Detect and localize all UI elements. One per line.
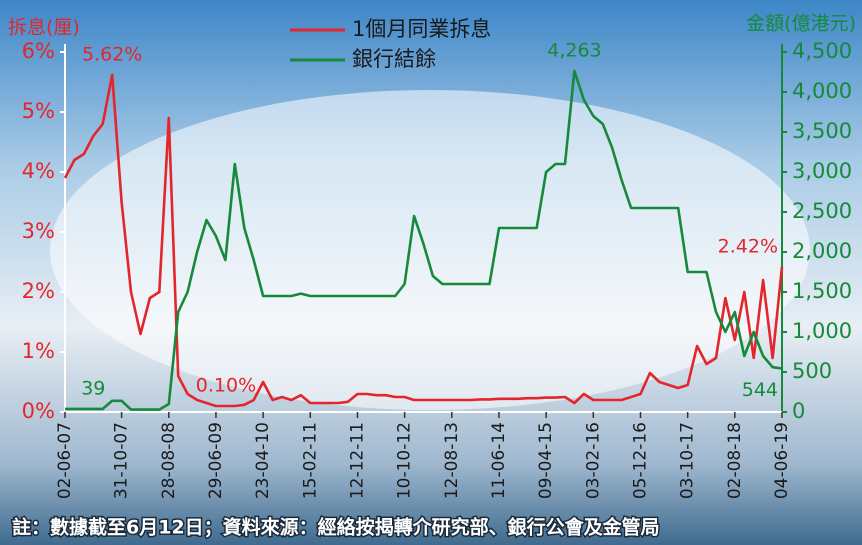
cloud xyxy=(50,90,810,410)
x-tick-label: 04-06-19 xyxy=(772,422,792,499)
y-tick-label: 1% xyxy=(22,339,55,363)
footnote: 註：數據截至6月12日；資料來源：經絡按揭轉介研究部、銀行公會及金管局 xyxy=(12,516,660,539)
x-tick-label: 09-04-15 xyxy=(536,422,556,499)
x-tick-label: 05-12-16 xyxy=(630,422,650,499)
y2-tick-label: 1,000 xyxy=(792,319,852,343)
y2-tick-label: 2,500 xyxy=(792,199,852,223)
y-tick-label: 5% xyxy=(22,99,55,123)
y2-tick-label: 500 xyxy=(792,359,832,383)
y2-tick-label: 3,000 xyxy=(792,159,852,183)
x-tick-label: 03-02-16 xyxy=(583,422,603,499)
y-tick-label: 3% xyxy=(22,219,55,243)
y2-tick-label: 0 xyxy=(792,399,805,423)
chart: 拆息(厘) 金額(億港元) 註：數據截至6月12日；資料來源：經絡按揭轉介研究部… xyxy=(0,0,862,545)
y-tick-label: 2% xyxy=(22,279,55,303)
x-tick-label: 31-10-07 xyxy=(112,422,132,499)
y2-tick-label: 4,500 xyxy=(792,39,852,63)
y-tick-label: 6% xyxy=(22,39,55,63)
y-tick-label: 4% xyxy=(22,159,55,183)
y2-axis-title: 金額(億港元) xyxy=(746,13,856,35)
legend-label: 銀行結餘 xyxy=(352,47,436,71)
x-tick-label: 03-10-17 xyxy=(678,422,698,499)
value-label: 544 xyxy=(742,379,778,401)
value-label: 5.62% xyxy=(82,43,142,65)
y2-tick-label: 3,500 xyxy=(792,119,852,143)
x-tick-label: 28-08-08 xyxy=(159,422,179,499)
value-label: 39 xyxy=(81,377,105,399)
y2-tick-label: 2,000 xyxy=(792,239,852,263)
value-label: 4,263 xyxy=(547,39,601,61)
x-tick-label: 11-06-14 xyxy=(489,422,509,499)
value-label: 2.42% xyxy=(718,235,778,257)
x-tick-label: 15-02-11 xyxy=(300,422,320,499)
x-tick-label: 02-06-07 xyxy=(55,422,75,499)
y-tick-label: 0% xyxy=(22,399,55,423)
x-tick-label: 23-04-10 xyxy=(253,422,273,499)
x-tick-label: 12-08-13 xyxy=(442,422,462,499)
x-tick-label: 12-12-11 xyxy=(347,422,367,499)
x-tick-label: 29-06-09 xyxy=(206,422,226,499)
x-tick-label: 02-08-18 xyxy=(725,422,745,499)
y2-tick-label: 4,000 xyxy=(792,79,852,103)
y-axis-title: 拆息(厘) xyxy=(8,17,80,39)
x-tick-label: 10-10-12 xyxy=(395,422,415,499)
legend-label: 1個月同業拆息 xyxy=(352,17,491,41)
y2-tick-label: 1,500 xyxy=(792,279,852,303)
value-label: 0.10% xyxy=(196,375,256,397)
